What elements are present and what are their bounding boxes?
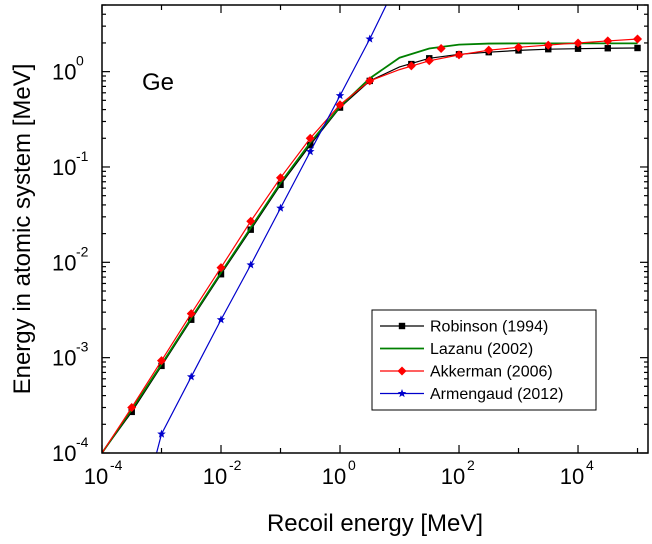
data-point [484,45,494,55]
data-point [634,44,641,52]
legend-item: Armengaud (2012) [380,386,563,403]
data-point [157,356,167,366]
data-point [454,50,464,60]
y-tick-label: 10 [52,441,76,466]
data-point [247,226,254,233]
data-point [543,40,553,50]
legend-item: Akkerman (2006) [380,364,553,381]
data-point [574,45,582,52]
data-point [436,43,446,53]
data-point [246,260,256,269]
series-line [155,5,387,453]
x-tick-label: 10 [322,464,346,489]
data-point [365,76,375,86]
data-point [127,403,137,413]
y-tick-label: 10 [52,155,76,180]
x-tick-exponent: -4 [110,457,123,473]
legend-label: Akkerman (2006) [430,364,553,381]
legend-label: Armengaud (2012) [430,386,563,403]
element-annotation: Ge [142,69,174,96]
data-point [186,309,196,319]
data-point [603,36,613,46]
y-tick-label: 10 [52,250,76,275]
x-tick-exponent: 2 [467,457,475,473]
legend-item: Lazanu (2002) [380,341,533,358]
data-point [335,91,345,100]
ticks-layer [101,4,648,454]
plot-frame [101,4,649,454]
legend-label: Lazanu (2002) [430,341,533,358]
legend-item: Robinson (1994) [380,319,548,336]
data-point [276,203,285,212]
data-point [335,100,345,110]
data-point [216,315,226,324]
y-tick-exponent: -1 [76,148,89,164]
data-point [277,181,284,189]
data-point [406,61,416,71]
y-tick-label: 10 [52,60,76,85]
data-point [305,133,315,143]
legend: Robinson (1994) Lazanu (2002) Akkerman (20… [371,309,597,411]
data-point [276,173,286,183]
legend-marker [397,366,407,376]
x-tick-labels: 10 -4 10 -2 10 0 10 2 10 4 [84,457,594,489]
data-point [307,141,314,149]
data-point [604,45,611,52]
data-point [305,147,315,156]
data-point [365,34,375,43]
legend-marker [397,389,407,398]
x-tick-label: 10 [560,464,584,489]
x-tick-label: 10 [203,464,227,489]
data-point [633,34,643,44]
data-point [186,372,196,381]
x-tick-exponent: 0 [348,457,356,473]
data-point [514,42,524,52]
y-axis-title: Energy in atomic system [MeV] [9,64,36,395]
x-tick-label: 10 [84,464,108,489]
x-axis-title: Recoil energy [MeV] [267,510,483,537]
y-tick-exponent: -3 [76,339,89,355]
data-point [157,429,166,438]
data-point [246,216,256,226]
series-layer [102,5,643,453]
x-tick-exponent: -2 [229,457,242,473]
data-point [424,56,434,66]
legend-label: Robinson (1994) [430,319,548,336]
x-tick-exponent: 4 [586,457,594,473]
y-tick-label: 10 [52,346,76,371]
x-tick-label: 10 [441,464,465,489]
y-tick-exponent: 0 [76,53,84,69]
y-tick-exponent: -2 [76,243,89,259]
series-4 [155,5,387,453]
legend-marker [398,322,406,330]
y-tick-exponent: -4 [76,434,89,450]
series-3 [102,34,643,453]
data-point [216,263,226,273]
data-point [573,38,583,48]
